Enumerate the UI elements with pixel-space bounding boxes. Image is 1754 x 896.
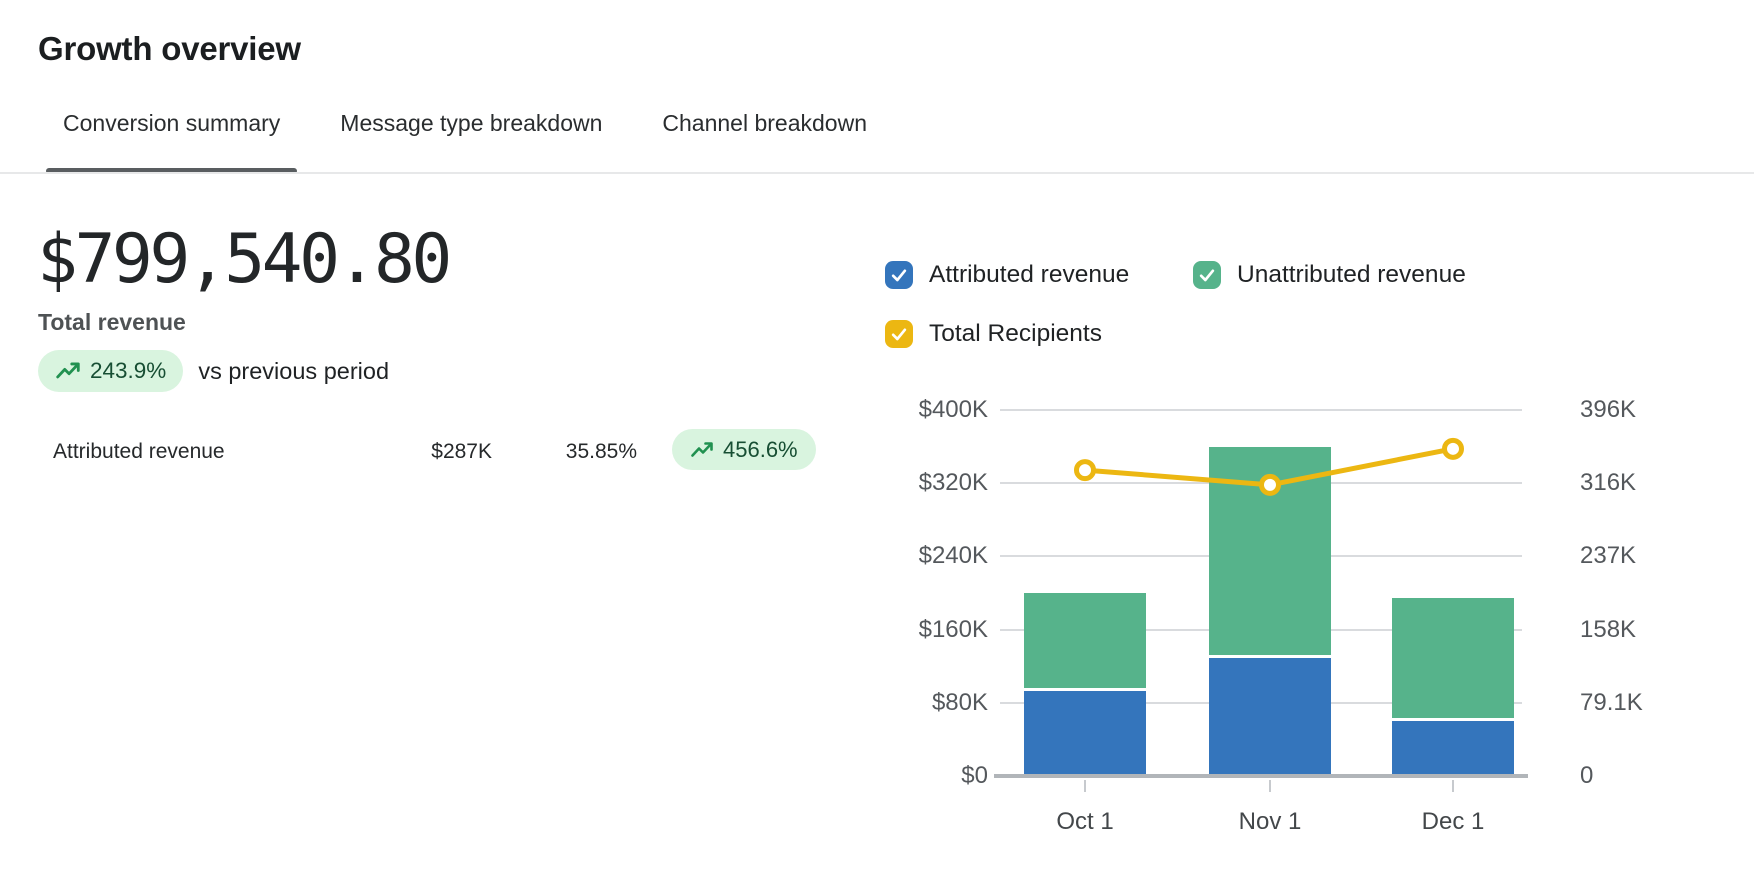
gridline [1000,409,1522,411]
gridline [1000,701,1522,704]
bar-segment-attributed [1209,657,1331,776]
page-title: Growth overview [38,30,301,67]
metric-row-change-value: 456.6% [723,436,798,462]
metric-row-change-badge: 456.6% [672,429,816,470]
gridline [1000,555,1522,558]
legend-label: Attributed revenue [929,261,1130,288]
change-badge-row: 243.9% vs previous period [38,350,389,392]
x-axis-tick [1452,780,1454,792]
total-recipients-line [1074,437,1464,496]
gridline [1000,482,1522,485]
left-axis-tick-label: $240K [918,542,988,570]
change-badge: 243.9% [38,350,184,392]
change-badge-context: vs previous period [198,357,390,384]
total-revenue-value: $799,540.80 [37,220,452,299]
gridline [1000,628,1522,631]
line-point-marker [1259,473,1281,496]
right-axis-tick-label: 396K [1580,396,1637,423]
right-axis-tick-label: 79.1K [1580,688,1643,716]
tab-label: Channel breakdown [662,110,867,136]
metric-row-share: 35.85% [565,440,637,463]
bar-segment-unattributed [1209,446,1331,658]
tabs-divider [0,172,1754,174]
left-axis-tick-label: $80K [931,688,988,716]
legend-checkbox-unattributed-revenue[interactable]: Unattributed revenue [1193,261,1466,289]
left-axis-tick-label: $0 [961,762,988,789]
trend-up-icon [56,362,80,379]
bar-segment-unattributed [1392,598,1514,722]
left-axis-tick-label: $160K [918,615,988,643]
change-badge-value: 243.9% [90,358,167,383]
checkbox-checked-icon [1193,261,1221,289]
x-axis-tick [1084,780,1086,792]
right-axis-tick-label: 316K [1580,469,1637,497]
line-point-marker [1074,459,1096,482]
legend-label: Unattributed revenue [1237,261,1466,288]
active-tab-underline [46,168,298,174]
x-axis-baseline [994,774,1528,778]
left-axis-tick-label: $400K [918,396,988,423]
total-revenue-label: Total revenue [38,309,186,335]
tab-conversion-summary[interactable]: Conversion summary [46,100,298,174]
legend-checkbox-total-recipients[interactable]: Total Recipients [885,320,1102,348]
checkbox-checked-icon [885,261,913,289]
tab-label: Conversion summary [63,110,281,136]
bar-segment-attributed [1024,690,1146,776]
metric-row-value: $287K [431,440,492,463]
right-axis-tick-label: 0 [1580,762,1594,789]
right-axis-tick-label: 158K [1580,615,1637,643]
trend-up-icon [691,441,713,457]
tab-message-type-breakdown[interactable]: Message type breakdown [323,100,619,174]
x-axis-label: Oct 1 [1056,808,1114,835]
bar-segment-unattributed [1024,593,1146,691]
x-axis-tick [1269,780,1271,792]
line-point-marker [1442,437,1464,460]
tab-channel-breakdown[interactable]: Channel breakdown [645,100,884,174]
bar-segment-attributed [1392,721,1514,776]
tab-label: Message type breakdown [340,110,603,136]
legend-checkbox-attributed-revenue[interactable]: Attributed revenue [885,261,1129,289]
tab-bar: Conversion summary Message type breakdow… [46,100,884,174]
x-axis-label: Dec 1 [1421,808,1485,835]
left-axis-tick-label: $320K [918,469,988,497]
legend-label: Total Recipients [929,320,1102,347]
right-axis-tick-label: 237K [1580,542,1637,570]
checkbox-checked-icon [885,320,913,348]
metric-row-label: Attributed revenue [53,440,225,463]
x-axis-label: Nov 1 [1238,808,1302,835]
